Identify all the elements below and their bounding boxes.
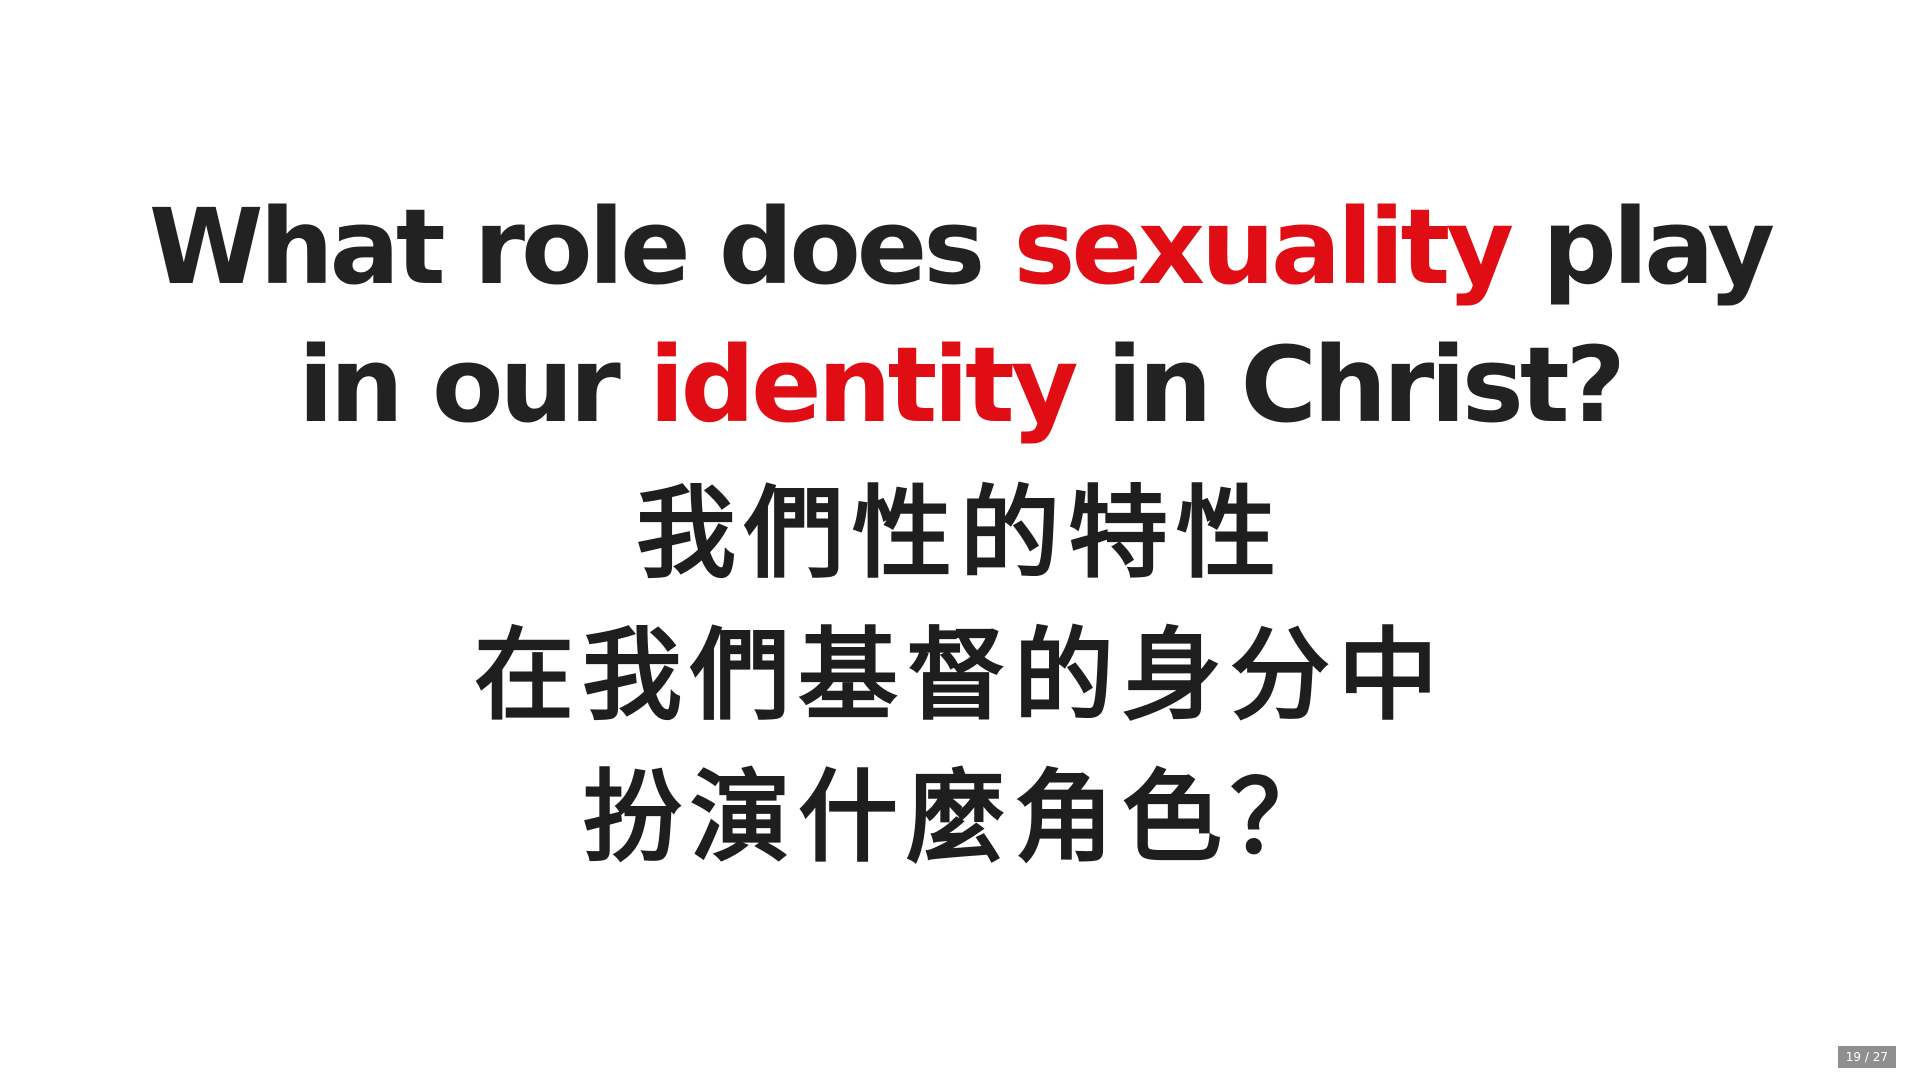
highlight-word-identity: identity <box>648 324 1079 446</box>
english-text: in our <box>298 324 649 446</box>
slide-content: What role does sexuality play in our ide… <box>0 178 1920 888</box>
current-page-number: 19 <box>1845 1050 1862 1064</box>
highlight-word-sexuality: sexuality <box>1013 186 1514 308</box>
english-text: in Christ? <box>1074 324 1626 446</box>
page-separator: / <box>1864 1050 1869 1064</box>
total-page-count: 27 <box>1872 1050 1888 1064</box>
english-text: What role does <box>148 186 1014 308</box>
slide-page-counter: 19 / 27 <box>1837 1046 1896 1068</box>
chinese-question: 我們性的特性 在我們基督的身分中 扮演什麼角色？ <box>0 462 1920 888</box>
english-question-line-1: What role does sexuality play <box>0 178 1920 316</box>
chinese-question-line-3: 扮演什麼角色？ <box>582 758 1338 876</box>
english-text: play <box>1510 186 1775 308</box>
chinese-question-line-1: 我們性的特性 <box>636 474 1284 592</box>
english-question-line-2: in our identity in Christ? <box>0 316 1920 454</box>
chinese-question-line-2: 在我們基督的身分中 <box>474 616 1446 734</box>
